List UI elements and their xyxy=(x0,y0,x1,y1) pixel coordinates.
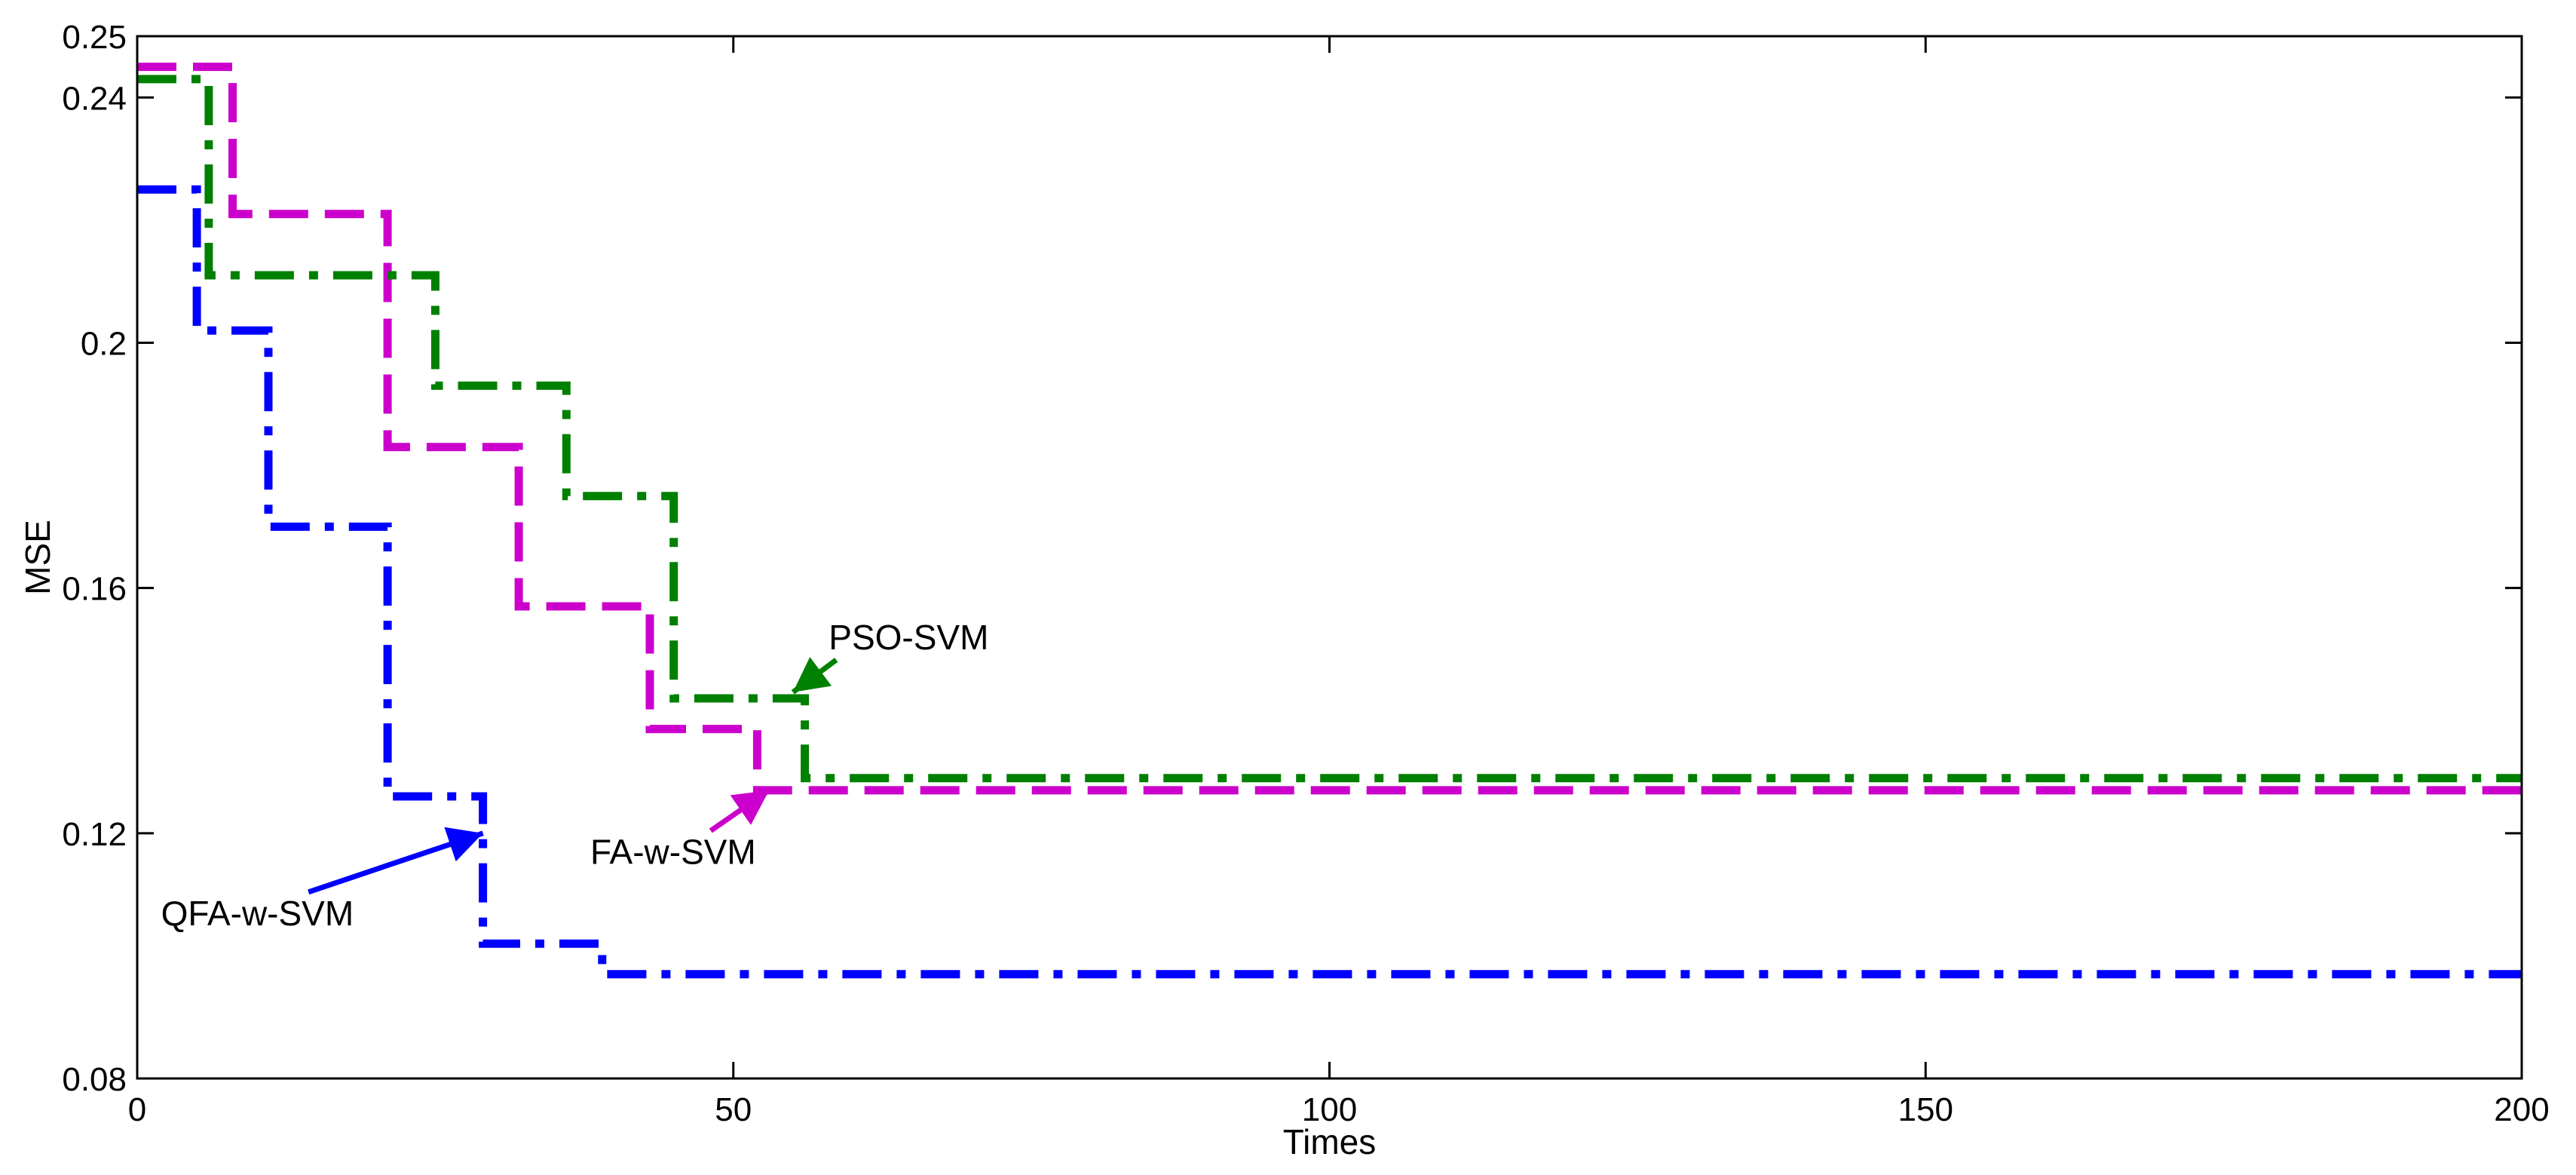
series-line-pso-svm xyxy=(137,75,2522,783)
annotation-label: PSO-SVM xyxy=(829,618,988,657)
series-layer xyxy=(137,63,2522,979)
y-tick-label: 0.25 xyxy=(62,19,127,56)
x-axis-title: Times xyxy=(1283,1122,1377,1161)
y-tick-label: 0.16 xyxy=(62,571,127,608)
series-line-fa-w-svm xyxy=(137,63,2522,795)
x-tick-label: 0 xyxy=(128,1091,146,1128)
x-tick-label: 100 xyxy=(1302,1091,1357,1128)
x-tick-label: 150 xyxy=(1898,1091,1953,1128)
annotation-label: QFA-w-SVM xyxy=(161,894,354,933)
y-tick-label: 0.08 xyxy=(62,1061,127,1098)
annotation-arrow-head xyxy=(730,790,770,825)
tick-layer: 0 50 100 150 200 0.08 0.12 0.16 0.2 0.24 0.25 xyxy=(62,19,2549,1128)
y-axis-title: MSE xyxy=(18,520,57,595)
annotation-arrow-head xyxy=(792,657,832,692)
annotation-arrow-head xyxy=(444,827,483,862)
y-tick-label: 0.24 xyxy=(62,80,127,117)
annotation-layer: PSO-SVM FA-w-SVM QFA-w-SVM xyxy=(161,618,989,933)
x-tick-label: 200 xyxy=(2494,1091,2549,1128)
annotation-label: FA-w-SVM xyxy=(590,832,756,871)
y-tick-label: 0.12 xyxy=(62,816,127,853)
y-tick-label: 0.2 xyxy=(81,325,127,362)
x-tick-label: 50 xyxy=(715,1091,752,1128)
series-line-qfa-w-svm xyxy=(137,185,2522,979)
